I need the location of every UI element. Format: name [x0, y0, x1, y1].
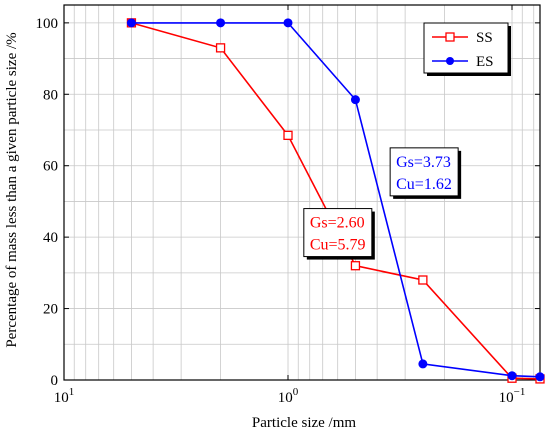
data-point — [215, 43, 226, 53]
axes: 0 20 40 60 80 100 101 100 10−1 — [36, 4, 541, 406]
legend-entry: ES — [432, 54, 494, 70]
y-tick-label: 0 — [51, 373, 59, 389]
data-point — [350, 261, 361, 271]
y-tick-label: 100 — [36, 16, 59, 32]
y-tick-label: 20 — [43, 302, 58, 318]
legend-label: ES — [476, 54, 494, 70]
annotation-frame — [389, 147, 459, 197]
data-point — [283, 18, 293, 28]
annotation-line: Gs=2.60 — [310, 215, 365, 232]
y-tick-label: 60 — [43, 159, 58, 175]
legend: SS ES — [423, 22, 511, 76]
x-tick-label: 100 — [278, 386, 299, 406]
legend-marker — [446, 57, 454, 65]
annotation-line: Cu=5.79 — [310, 237, 366, 254]
annotations: Gs=2.60 Cu=5.79 Gs=3.73 Cu=1.62 — [303, 147, 462, 260]
data-point — [216, 18, 226, 28]
y-tick-label: 40 — [43, 230, 58, 246]
annotation-line: Cu=1.62 — [396, 176, 452, 193]
data-point — [507, 371, 517, 381]
x-tick-label: 10−1 — [499, 386, 526, 406]
annotation-frame — [303, 208, 373, 258]
legend-marker — [445, 32, 455, 42]
x-axis-label: Particle size /mm — [252, 415, 356, 431]
annotation-box: Gs=3.73 Cu=1.62 — [389, 147, 462, 199]
x-tick-label: 101 — [54, 386, 75, 406]
plot-frame — [63, 4, 541, 381]
data-point — [418, 275, 428, 285]
series-group — [126, 18, 545, 384]
legend-label: SS — [476, 30, 493, 46]
data-point — [283, 130, 293, 141]
data-point — [126, 18, 136, 28]
legend-entry: SS — [432, 30, 493, 46]
legend-frame — [423, 22, 509, 74]
y-axis-label: Percentage of mass less than a given par… — [4, 32, 20, 347]
series-es — [126, 18, 545, 382]
y-tick-label: 80 — [43, 87, 58, 103]
data-point — [535, 372, 545, 382]
data-point — [418, 359, 428, 369]
data-point — [350, 95, 360, 105]
annotation-box: Gs=2.60 Cu=5.79 — [303, 208, 375, 260]
annotation-line: Gs=3.73 — [396, 154, 451, 171]
